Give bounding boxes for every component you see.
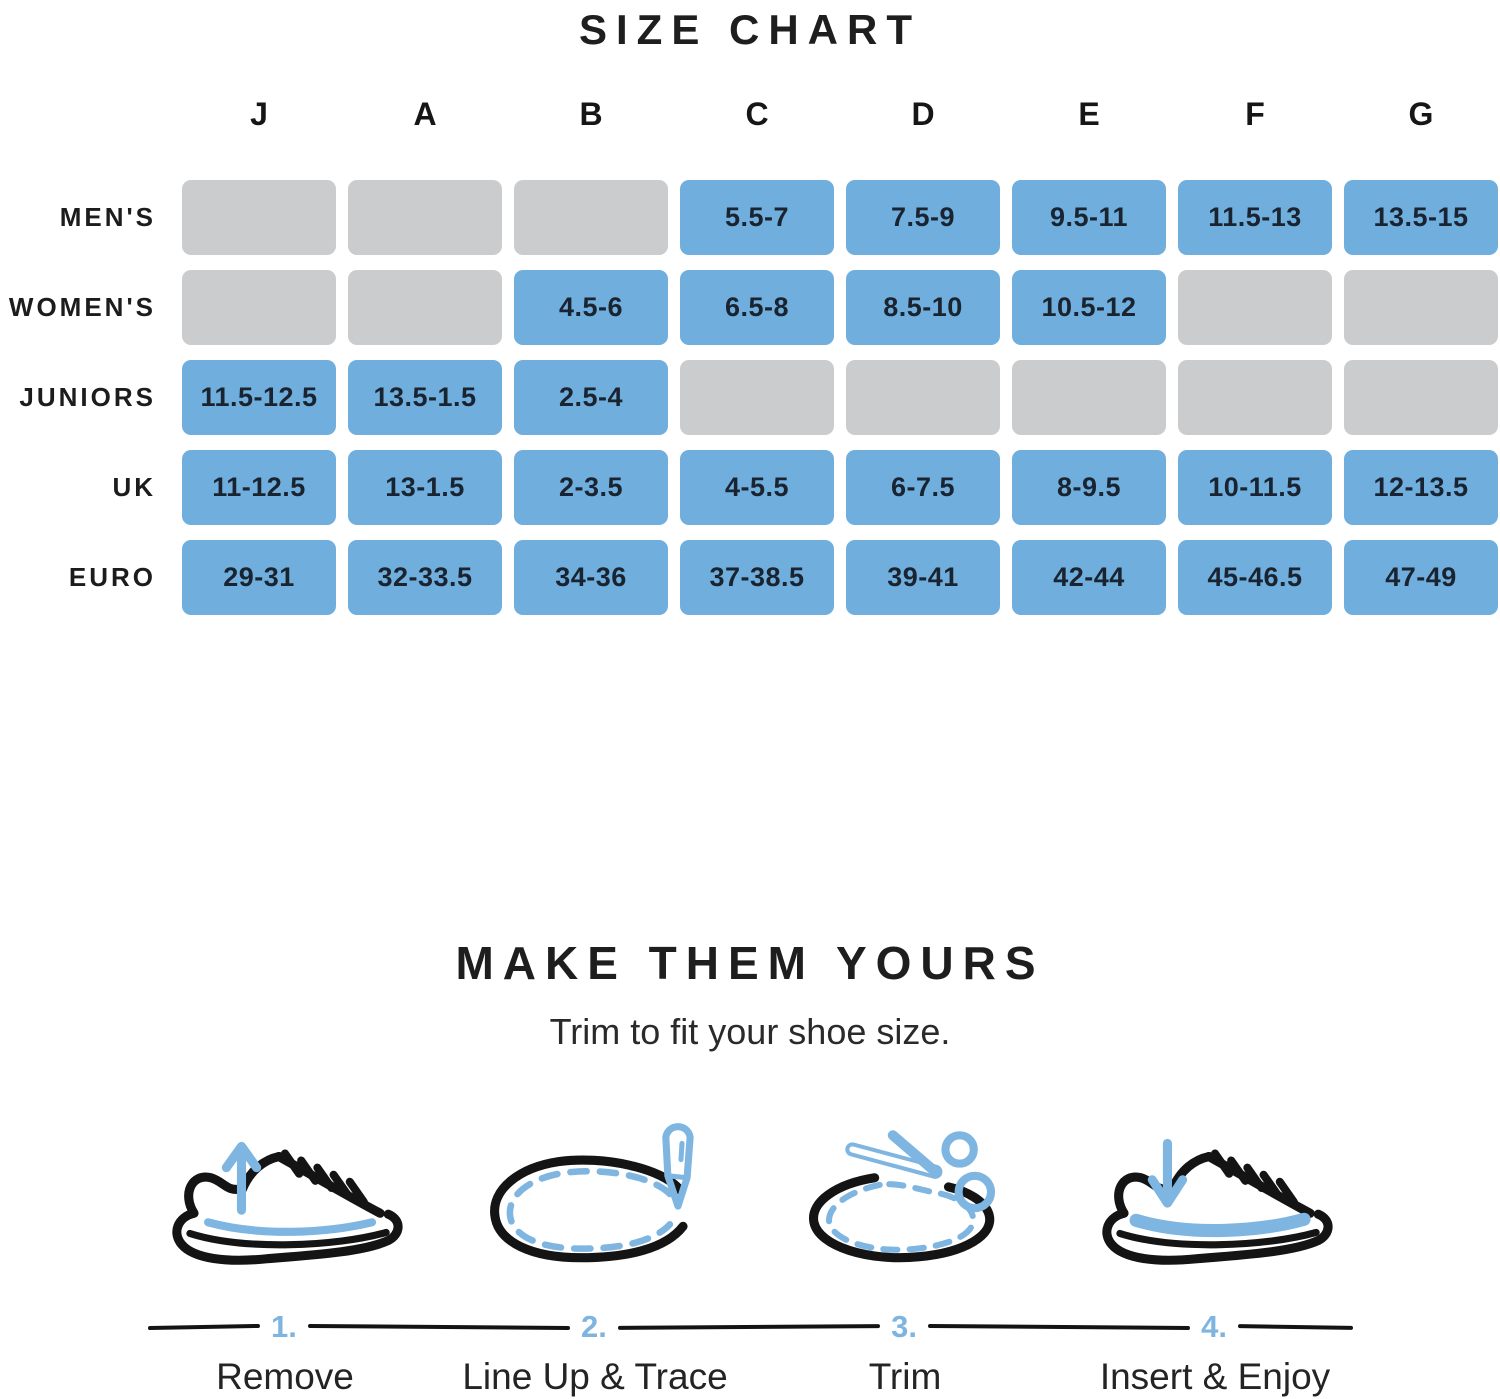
column-header-e: E (1078, 95, 1100, 132)
steps-divider: 1. 2. 3. 4. (147, 1309, 1354, 1345)
customize-subtitle: Trim to fit your shoe size. (549, 1011, 951, 1052)
size-cell: 12-13.5 (1344, 450, 1498, 525)
size-cell (348, 180, 502, 255)
size-cell: 34-36 (514, 540, 668, 615)
row-label-womens: WOMEN'S (8, 292, 156, 322)
row-label-uk: UK (112, 472, 156, 502)
column-header-a: A (413, 95, 437, 132)
size-cell: 10-11.5 (1178, 450, 1332, 525)
size-cell: 42-44 (1012, 540, 1166, 615)
size-cell: 4.5-6 (514, 270, 668, 345)
size-table: J A B C D E F G MEN'S 5.5-7 7.5-9 9.5-11… (8, 90, 1500, 615)
size-cell (1012, 360, 1166, 435)
size-cell: 2-3.5 (514, 450, 668, 525)
column-header-d: D (911, 95, 935, 132)
divider-line (307, 1323, 571, 1331)
size-cell (1178, 270, 1332, 345)
column-header-j: J (250, 95, 268, 132)
size-cell: 8.5-10 (846, 270, 1000, 345)
step-label-remove: Remove (216, 1356, 354, 1397)
size-cell: 11.5-12.5 (182, 360, 336, 435)
divider-line (147, 1323, 261, 1331)
size-cell (514, 180, 668, 255)
column-header-c: C (745, 95, 769, 132)
shoe-insert-icon (1060, 1109, 1370, 1281)
step-label-trim: Trim (868, 1356, 942, 1397)
step-number-3: 3. (891, 1309, 917, 1344)
size-cell: 13.5-15 (1344, 180, 1498, 255)
table-corner-spacer (12, 90, 170, 138)
customize-title: MAKE THEM YOURS (455, 937, 1045, 989)
step-label-insert-enjoy: Insert & Enjoy (1099, 1356, 1331, 1397)
size-cell: 29-31 (182, 540, 336, 615)
size-cell (1344, 360, 1498, 435)
size-cell: 8-9.5 (1012, 450, 1166, 525)
divider-line (927, 1323, 1191, 1331)
column-header-g: G (1408, 95, 1434, 132)
size-cell: 11-12.5 (182, 450, 336, 525)
divider-line (1237, 1324, 1354, 1330)
step-number-4: 4. (1201, 1309, 1227, 1344)
size-cell (182, 270, 336, 345)
size-cell (1178, 360, 1332, 435)
size-cell: 39-41 (846, 540, 1000, 615)
size-cell: 10.5-12 (1012, 270, 1166, 345)
size-cell (680, 360, 834, 435)
size-cell (846, 360, 1000, 435)
size-cell: 5.5-7 (680, 180, 834, 255)
size-cell: 13-1.5 (348, 450, 502, 525)
insole-trim-scissors-icon (750, 1109, 1060, 1281)
row-label-mens: MEN'S (59, 202, 156, 232)
steps-illustrations (130, 1109, 1370, 1281)
step-number-2: 2. (581, 1309, 607, 1344)
size-cell: 7.5-9 (846, 180, 1000, 255)
divider-line (617, 1324, 881, 1330)
column-header-b: B (579, 95, 603, 132)
step-number-1: 1. (271, 1309, 297, 1344)
size-cell: 2.5-4 (514, 360, 668, 435)
insole-trace-pencil-icon (440, 1109, 750, 1281)
size-cell: 45-46.5 (1178, 540, 1332, 615)
size-cell (348, 270, 502, 345)
row-label-euro: EURO (68, 562, 156, 592)
size-cell: 6-7.5 (846, 450, 1000, 525)
row-label-juniors: JUNIORS (19, 382, 156, 412)
size-cell (1344, 270, 1498, 345)
steps-labels: Remove Line Up & Trace Trim Insert & Enj… (130, 1355, 1370, 1399)
size-cell: 47-49 (1344, 540, 1498, 615)
size-cell: 9.5-11 (1012, 180, 1166, 255)
step-label-line-up-trace: Line Up & Trace (462, 1356, 728, 1397)
page-title: SIZE CHART (579, 6, 921, 53)
column-header-f: F (1245, 95, 1265, 132)
size-cell: 13.5-1.5 (348, 360, 502, 435)
size-cell: 37-38.5 (680, 540, 834, 615)
size-cell: 6.5-8 (680, 270, 834, 345)
size-cell: 4-5.5 (680, 450, 834, 525)
size-cell: 32-33.5 (348, 540, 502, 615)
size-cell (182, 180, 336, 255)
shoe-remove-icon (130, 1109, 440, 1281)
size-cell: 11.5-13 (1178, 180, 1332, 255)
